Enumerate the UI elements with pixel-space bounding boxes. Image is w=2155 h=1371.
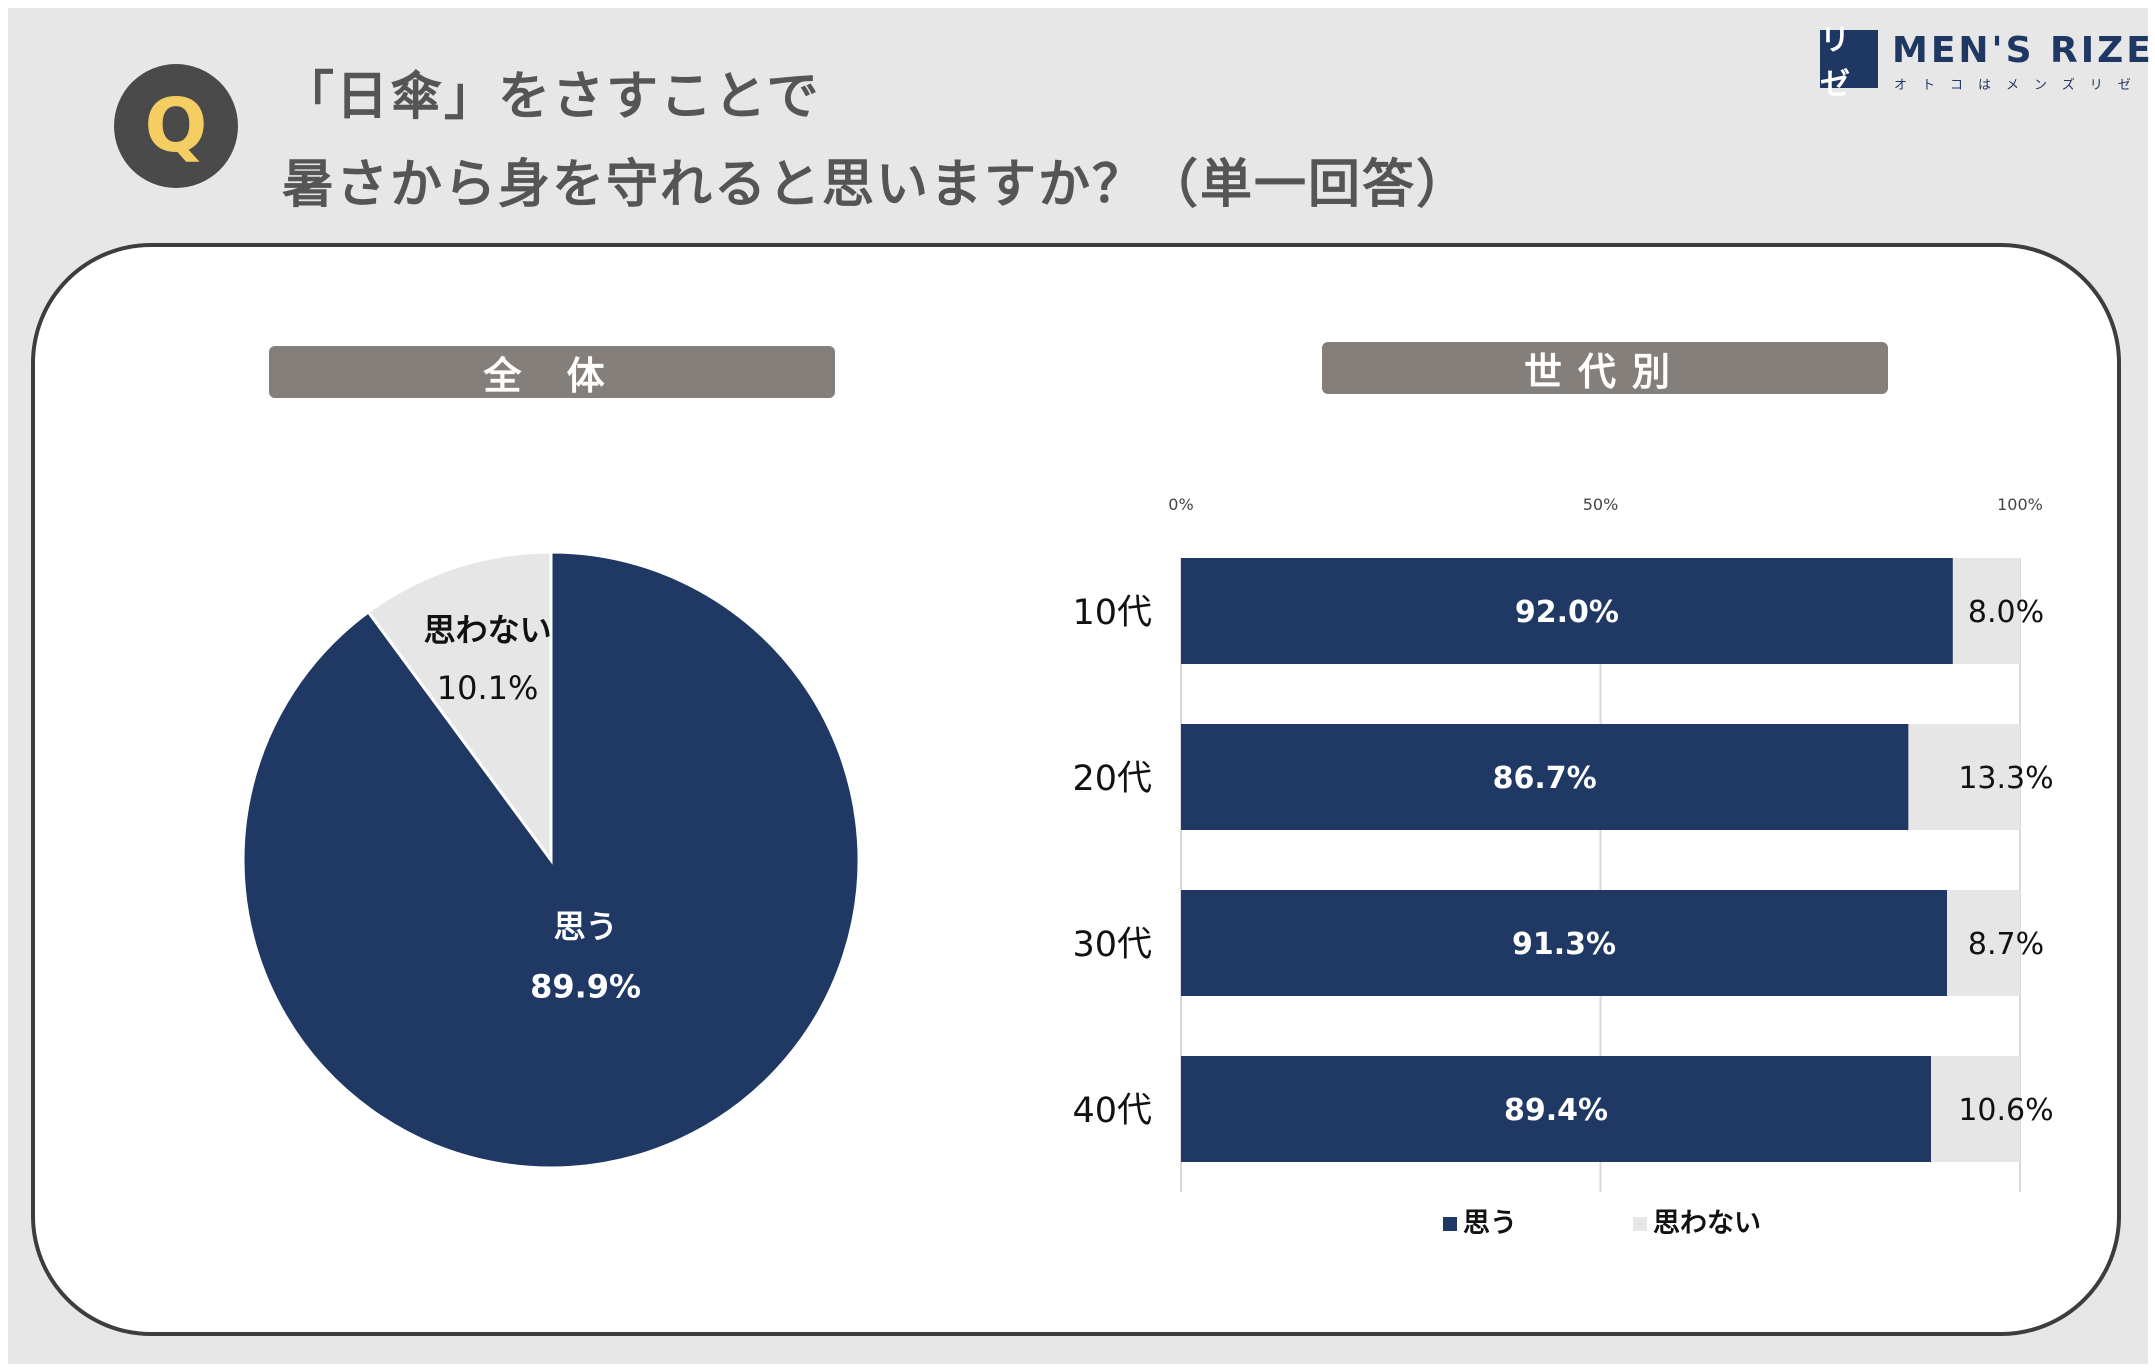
bar-segment-yes [1181, 724, 1909, 830]
logo-tagline: オトコはメンズリゼ [1894, 78, 2146, 93]
x-tick-label: 100% [1997, 495, 2043, 514]
category-label: 10代 [1072, 593, 1152, 633]
bar-segment-no [1908, 724, 2020, 830]
bar-segment-no [1947, 890, 2020, 996]
bar-segment-yes [1181, 890, 1948, 996]
x-tick-label: 50% [1583, 495, 1619, 514]
category-label: 40代 [1072, 1091, 1152, 1131]
bar-data-label: 8.7% [1968, 927, 2044, 962]
bar-segment-no [1931, 1056, 2020, 1162]
section-header-total: 全 体 [269, 346, 835, 398]
legend-swatch [1633, 1217, 1647, 1231]
pie-slice-value: 89.9% [530, 967, 641, 1005]
pie-chart: 思う 89.9% 思わない 10.1% [241, 550, 861, 1170]
pie-slice-label: 思う [554, 907, 618, 945]
question-line-2: 暑さから身を守れると思いますか？（単一回答） [282, 155, 1471, 215]
x-tick-label: 0% [1168, 495, 1193, 514]
brand-logo: リゼ MEN'S RIZE オトコはメンズリゼ [1820, 23, 2151, 102]
bar-data-label: 92.0% [1515, 595, 1619, 630]
bar-segment-yes [1181, 1056, 1932, 1162]
bar-chart: 0% 50% 100% 92.0% 8.0% 10代 86.7% 13.3% 20代 91.3% 8… [1072, 495, 2053, 1239]
bar-data-label: 91.3% [1512, 927, 1616, 962]
bar-data-label: 10.6% [1958, 1093, 2053, 1128]
bar-data-label: 8.0% [1968, 595, 2044, 630]
bar-data-label: 89.4% [1504, 1093, 1608, 1128]
section-header-generation: 世代別 [1322, 342, 1888, 394]
pie-slice-value: 10.1% [437, 669, 539, 707]
pie-slice-no [366, 550, 553, 865]
category-label: 20代 [1072, 759, 1152, 799]
legend-label: 思わない [1653, 1208, 1761, 1239]
logo-mark: リゼ [1820, 23, 1878, 102]
pie-slice-label: 思わない [424, 611, 552, 649]
bar-segment-yes [1181, 558, 1953, 664]
bar-data-label: 86.7% [1493, 761, 1597, 796]
legend-label: 思う [1463, 1208, 1517, 1239]
legend-swatch [1443, 1217, 1457, 1231]
question-line-1: 「日傘」をさすことで [282, 67, 821, 127]
bar-data-label: 13.3% [1958, 761, 2053, 796]
category-label: 30代 [1072, 925, 1152, 965]
question-badge: Q [114, 64, 238, 188]
logo-name: MEN'S RIZE [1892, 30, 2154, 71]
bar-segment-no [1952, 558, 2020, 664]
